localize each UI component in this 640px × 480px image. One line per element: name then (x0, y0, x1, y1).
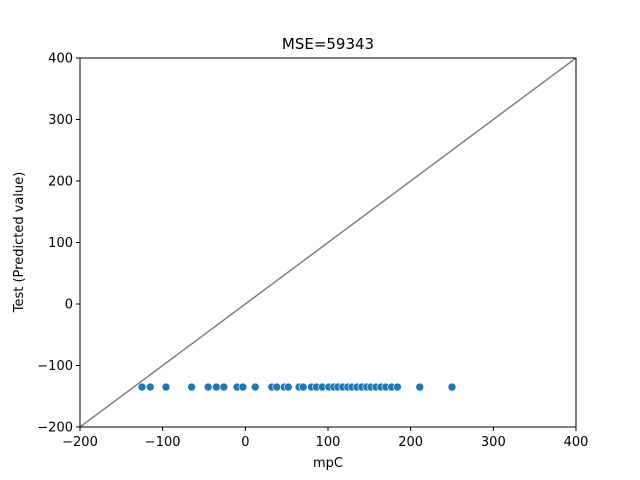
scatter-point (161, 382, 171, 392)
x-axis-ticks: −200 −100 0 100 200 300 400 (62, 427, 588, 450)
scatter-point (298, 382, 308, 392)
scatter-point (250, 382, 260, 392)
scatter-point (447, 382, 457, 392)
scatter-point (203, 382, 213, 392)
y-tick-label: 300 (48, 113, 73, 128)
scatter-point (219, 382, 229, 392)
x-tick-label: 200 (398, 435, 423, 450)
scatter-point (415, 382, 425, 392)
scatter-point (393, 382, 402, 392)
identity-line (79, 57, 577, 428)
scatter-point (272, 382, 282, 392)
x-tick-label: 400 (564, 435, 589, 450)
x-tick-label: 300 (481, 435, 506, 450)
y-axis-ticks: −200 −100 0 100 200 300 400 (37, 52, 80, 436)
scatter-point (187, 382, 196, 392)
scatter-point (137, 382, 147, 392)
x-tick-label: −100 (145, 435, 181, 450)
y-tick-label: 0 (65, 298, 73, 313)
scatter-point (238, 382, 248, 392)
y-tick-label: −100 (37, 359, 73, 374)
y-tick-label: 100 (48, 236, 73, 251)
y-tick-label: −200 (37, 421, 73, 436)
x-tick-label: 100 (316, 435, 341, 450)
x-tick-label: −200 (62, 435, 98, 450)
scatter-point (212, 382, 221, 392)
x-tick-label: 0 (241, 435, 249, 450)
scatter-point (284, 382, 293, 392)
plot-area (79, 57, 577, 428)
y-tick-label: 400 (48, 52, 73, 67)
y-tick-label: 200 (48, 175, 73, 190)
x-axis-label: mpC (313, 456, 343, 471)
chart-title: MSE=59343 (282, 35, 374, 53)
y-axis-label: Test (Predicted value) (12, 172, 27, 314)
scatter-point (145, 382, 155, 392)
